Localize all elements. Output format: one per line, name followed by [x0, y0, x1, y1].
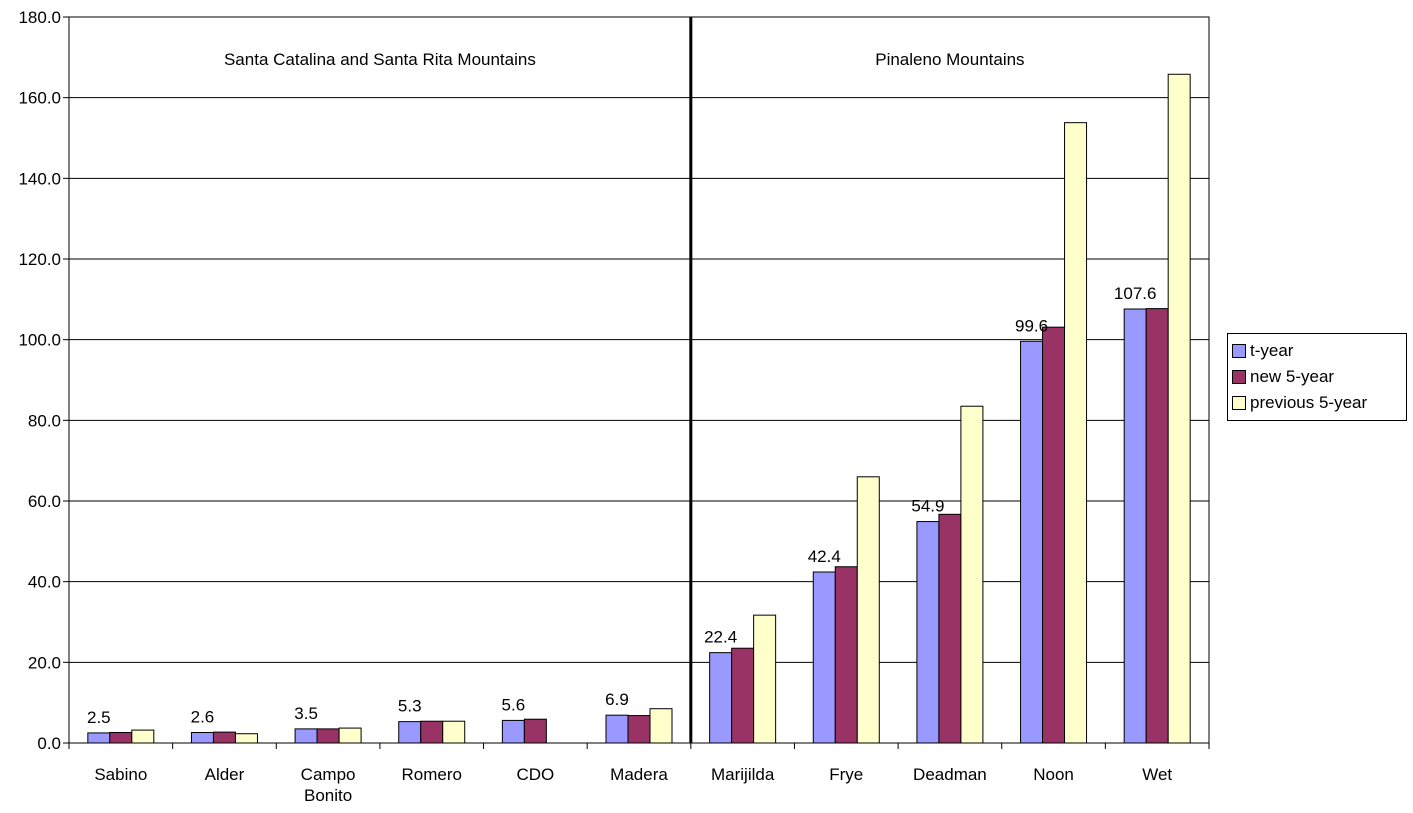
x-tick-label: Campo: [301, 765, 356, 784]
bar: [109, 732, 133, 744]
legend-swatch-t-year: [1232, 344, 1246, 358]
data-label: 6.9: [605, 690, 629, 709]
x-tick-label: Noon: [1033, 765, 1074, 784]
data-label: 5.6: [502, 695, 526, 714]
x-tick-label: Marijilda: [711, 765, 775, 784]
legend-item-previous-5-year: previous 5-year: [1232, 390, 1400, 416]
x-tick-label: Deadman: [913, 765, 987, 784]
x-tick-label: Bonito: [304, 786, 352, 805]
data-label: 42.4: [808, 547, 841, 566]
y-tick-label: 180.0: [18, 8, 61, 27]
legend-swatch-previous-5-year: [1232, 396, 1246, 410]
x-tick-label: Frye: [829, 765, 863, 784]
y-tick-label: 40.0: [28, 573, 61, 592]
bar: [338, 727, 362, 744]
bar: [398, 721, 422, 744]
data-label: 99.6: [1015, 316, 1048, 335]
region-label: Pinaleno Mountains: [875, 50, 1024, 69]
bar: [1064, 122, 1088, 744]
y-tick-label: 120.0: [18, 250, 61, 269]
bar: [420, 720, 444, 744]
y-tick-label: 80.0: [28, 411, 61, 430]
bar: [627, 715, 651, 744]
bar: [190, 732, 214, 744]
bar: [212, 731, 236, 744]
bar: [87, 732, 111, 744]
bar: [234, 733, 258, 744]
bar: [753, 614, 777, 744]
bar: [501, 719, 525, 744]
region-label: Santa Catalina and Santa Rita Mountains: [224, 50, 536, 69]
data-label: 22.4: [704, 628, 737, 647]
y-tick-label: 20.0: [28, 653, 61, 672]
x-tick-label: Alder: [205, 765, 245, 784]
x-tick-label: Madera: [610, 765, 668, 784]
bar: [1123, 308, 1147, 744]
bar: [731, 647, 755, 744]
data-label: 5.3: [398, 697, 422, 716]
x-tick-label: Sabino: [94, 765, 147, 784]
bar: [938, 513, 962, 744]
x-tick-label: CDO: [516, 765, 554, 784]
data-label: 54.9: [911, 497, 944, 516]
y-tick-label: 140.0: [18, 169, 61, 188]
x-tick-label: Wet: [1142, 765, 1172, 784]
bar: [709, 652, 733, 744]
data-label: 2.5: [87, 708, 111, 727]
bar: [1167, 73, 1191, 744]
data-label: 3.5: [294, 704, 318, 723]
y-tick-label: 60.0: [28, 492, 61, 511]
legend-label: previous 5-year: [1250, 393, 1368, 412]
y-tick-label: 160.0: [18, 89, 61, 108]
legend-label: t-year: [1250, 341, 1294, 360]
bar: [834, 566, 858, 744]
bar: [523, 718, 547, 744]
bar: [812, 571, 836, 744]
legend-label: new 5-year: [1250, 367, 1335, 386]
bar: [1042, 326, 1066, 744]
bar: [131, 729, 155, 744]
legend-item-new-5-year: new 5-year: [1232, 364, 1400, 390]
y-tick-label: 100.0: [18, 331, 61, 350]
y-tick-label: 0.0: [37, 734, 61, 753]
bar: [1020, 340, 1044, 744]
bar: [316, 728, 340, 744]
bar: [649, 708, 673, 744]
bar: [856, 476, 880, 744]
bar: [1145, 308, 1169, 744]
bar: [960, 405, 984, 744]
legend-swatch-new-5-year: [1232, 370, 1246, 384]
data-label: 2.6: [191, 708, 215, 727]
legend: t-year new 5-year previous 5-year: [1227, 333, 1407, 421]
legend-item-t-year: t-year: [1232, 338, 1400, 364]
bar: [916, 521, 940, 744]
bar: [294, 728, 318, 744]
bar: [605, 714, 629, 744]
data-label: 107.6: [1114, 284, 1157, 303]
bar: [442, 720, 466, 744]
x-tick-label: Romero: [401, 765, 461, 784]
